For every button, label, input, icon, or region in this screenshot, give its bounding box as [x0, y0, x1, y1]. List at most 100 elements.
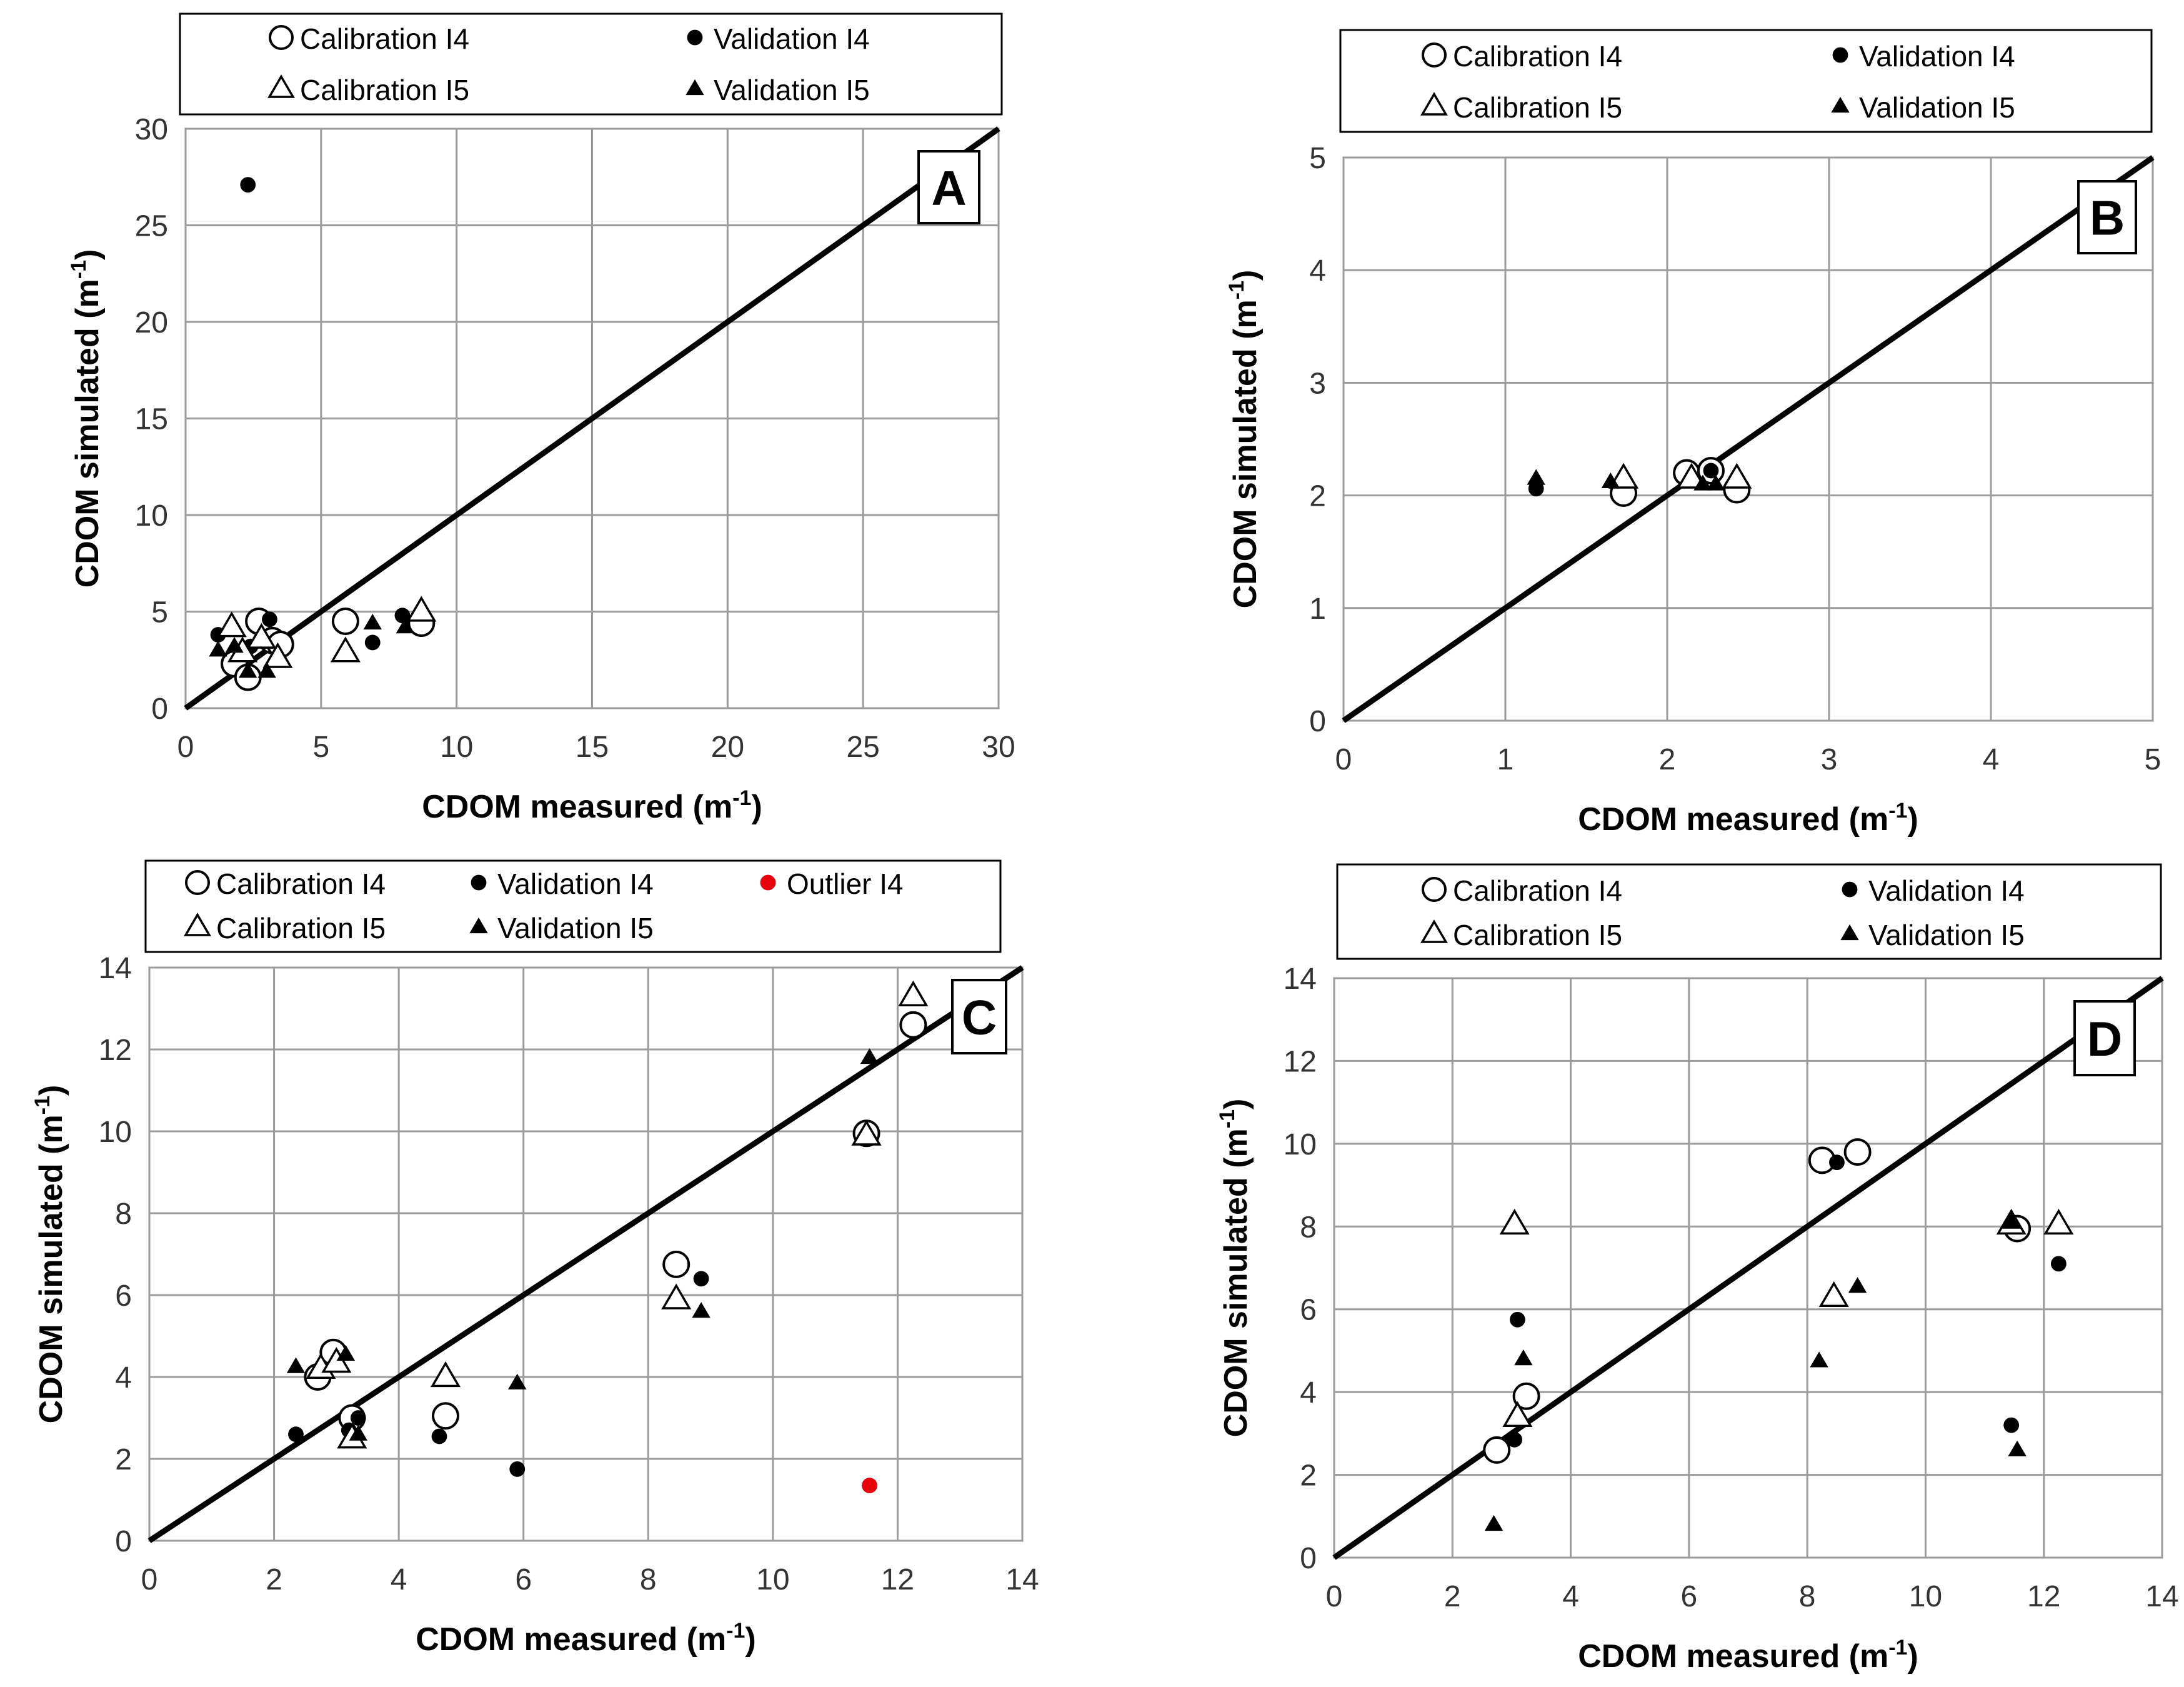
legend-marker-val-i4 [471, 874, 487, 891]
legend: Calibration I4 Validation I4 Outlier I4 Cal… [144, 859, 1002, 953]
point-cal-i4 [331, 607, 359, 635]
panel-b: 0 1 2 3 4 5 0 1 2 3 4 5 B CDOM measured (m-1) CDOM sim… [1225, 29, 2162, 838]
y-tick-label: 10 [1284, 1128, 1317, 1161]
legend-marker-cal-i5 [184, 913, 211, 936]
legend-label: Validation I4 [1868, 874, 2025, 907]
y-axis-title: CDOM simulated (m-1) [1215, 1099, 1254, 1438]
y-tick-label: 0 [151, 693, 168, 726]
point-val-i4 [350, 1410, 366, 1426]
y-tick-label: 1 [1309, 593, 1326, 626]
point-val-i5 [508, 1373, 527, 1389]
point-val-i5 [860, 1048, 879, 1064]
point-val-i4 [288, 1426, 304, 1443]
y-tick-label: 10 [99, 1116, 132, 1149]
point-val-i4 [240, 177, 256, 193]
point-val-i5 [239, 662, 257, 678]
panel-label-box [2073, 1000, 2136, 1076]
point-val-i5 [286, 1357, 306, 1373]
point-cal-i5 [262, 642, 293, 668]
x-tick-label: 1 [1497, 743, 1514, 776]
point-cal-i5 [2043, 1208, 2074, 1235]
y-tick-label: 0 [1300, 1542, 1317, 1575]
point-val-i5 [1601, 472, 1620, 489]
legend-label: Calibration I5 [1453, 91, 1622, 124]
x-tick-label: 4 [391, 1563, 407, 1596]
point-cal-i5 [216, 611, 247, 638]
point-val-i4 [693, 1271, 709, 1287]
x-tick-label: 30 [982, 731, 1015, 764]
point-val-i5 [1693, 474, 1712, 491]
y-tick-label: 12 [99, 1034, 132, 1067]
panel-d: 0 2 4 6 8 10 12 14 0 2 4 6 8 10 12 14 D CDOM measured (m-… [1215, 863, 2179, 1674]
x-axis-title: CDOM measured (m-1) [1578, 1636, 1918, 1674]
x-tick-label: 15 [576, 731, 609, 764]
x-tick-label: 2 [1444, 1580, 1461, 1613]
legend-marker-val-i5 [686, 79, 704, 96]
point-cal-i4 [662, 1250, 691, 1278]
point-cal-i5 [1722, 463, 1752, 489]
x-axis-title: CDOM measured (m-1) [1578, 799, 1918, 838]
point-val-i5 [1527, 469, 1545, 485]
x-tick-label: 10 [440, 731, 473, 764]
y-tick-label: 3 [1309, 367, 1326, 400]
y-tick-label: 4 [1309, 254, 1326, 288]
x-tick-label: 2 [266, 1563, 282, 1596]
point-val-i5 [1848, 1277, 1867, 1293]
legend-label: Outlier I4 [787, 868, 904, 900]
legend-marker-cal-i4 [1422, 43, 1447, 68]
legend-label: Calibration I5 [300, 74, 469, 106]
x-tick-label: 2 [1659, 743, 1676, 776]
point-val-i5 [225, 637, 244, 653]
point-val-i4 [1829, 1154, 1845, 1171]
point-val-i4 [1507, 1431, 1523, 1448]
legend-marker-val-i5 [469, 917, 488, 934]
point-cal-i5 [406, 596, 437, 622]
one-to-one-line [184, 126, 1000, 711]
legend-label: Calibration I5 [216, 912, 386, 944]
x-tick-label: 0 [141, 1563, 158, 1596]
legend-marker-val-i4 [1832, 47, 1848, 63]
y-tick-label: 6 [115, 1279, 132, 1313]
x-tick-label: 12 [2027, 1580, 2060, 1613]
point-val-i5 [1484, 1514, 1503, 1531]
y-tick-label: 8 [115, 1198, 132, 1231]
point-cal-i5 [1676, 463, 1707, 489]
y-tick-label: 6 [1300, 1294, 1317, 1327]
x-tick-label: 5 [2145, 743, 2162, 776]
point-cal-i5 [1608, 463, 1639, 489]
point-cal-i5 [1502, 1401, 1533, 1428]
point-val-i5 [349, 1424, 367, 1441]
legend: Calibration I4 Validation I4 Calibration I… [1339, 29, 2153, 133]
x-tick-label: 10 [1909, 1580, 1942, 1613]
point-val-i5 [257, 662, 276, 678]
point-val-i5 [692, 1302, 711, 1318]
y-tick-label: 2 [1309, 480, 1326, 513]
point-cal-i4 [899, 1011, 927, 1039]
y-tick-label: 14 [99, 952, 132, 985]
point-cal-i5 [330, 636, 361, 663]
point-val-i4 [1703, 463, 1719, 479]
y-axis-title: CDOM simulated (m-1) [1225, 270, 1264, 609]
y-tick-label: 8 [1300, 1211, 1317, 1244]
x-tick-label: 3 [1821, 743, 1838, 776]
y-axis-title: CDOM simulated (m-1) [67, 249, 106, 588]
point-cal-i4 [1483, 1436, 1511, 1464]
point-val-i5 [1707, 474, 1725, 491]
panel-label: B [2090, 191, 2125, 246]
legend-label: Calibration I5 [1453, 919, 1622, 951]
point-val-i5 [209, 641, 227, 657]
y-tick-label: 15 [135, 403, 168, 436]
y-tick-label: 5 [1309, 142, 1326, 175]
x-tick-label: 0 [1335, 743, 1352, 776]
point-cal-i5 [1499, 1208, 1530, 1235]
panel-label-box [917, 150, 980, 224]
legend-label: Validation I4 [714, 23, 870, 55]
y-tick-label: 0 [115, 1525, 132, 1558]
x-tick-label: 4 [1562, 1580, 1579, 1613]
point-val-i4 [1509, 1311, 1525, 1328]
point-cal-i4 [1512, 1382, 1540, 1410]
x-tick-label: 14 [2145, 1580, 2178, 1613]
point-cal-i4 [1843, 1138, 1872, 1166]
one-to-one-line [1342, 155, 2155, 723]
